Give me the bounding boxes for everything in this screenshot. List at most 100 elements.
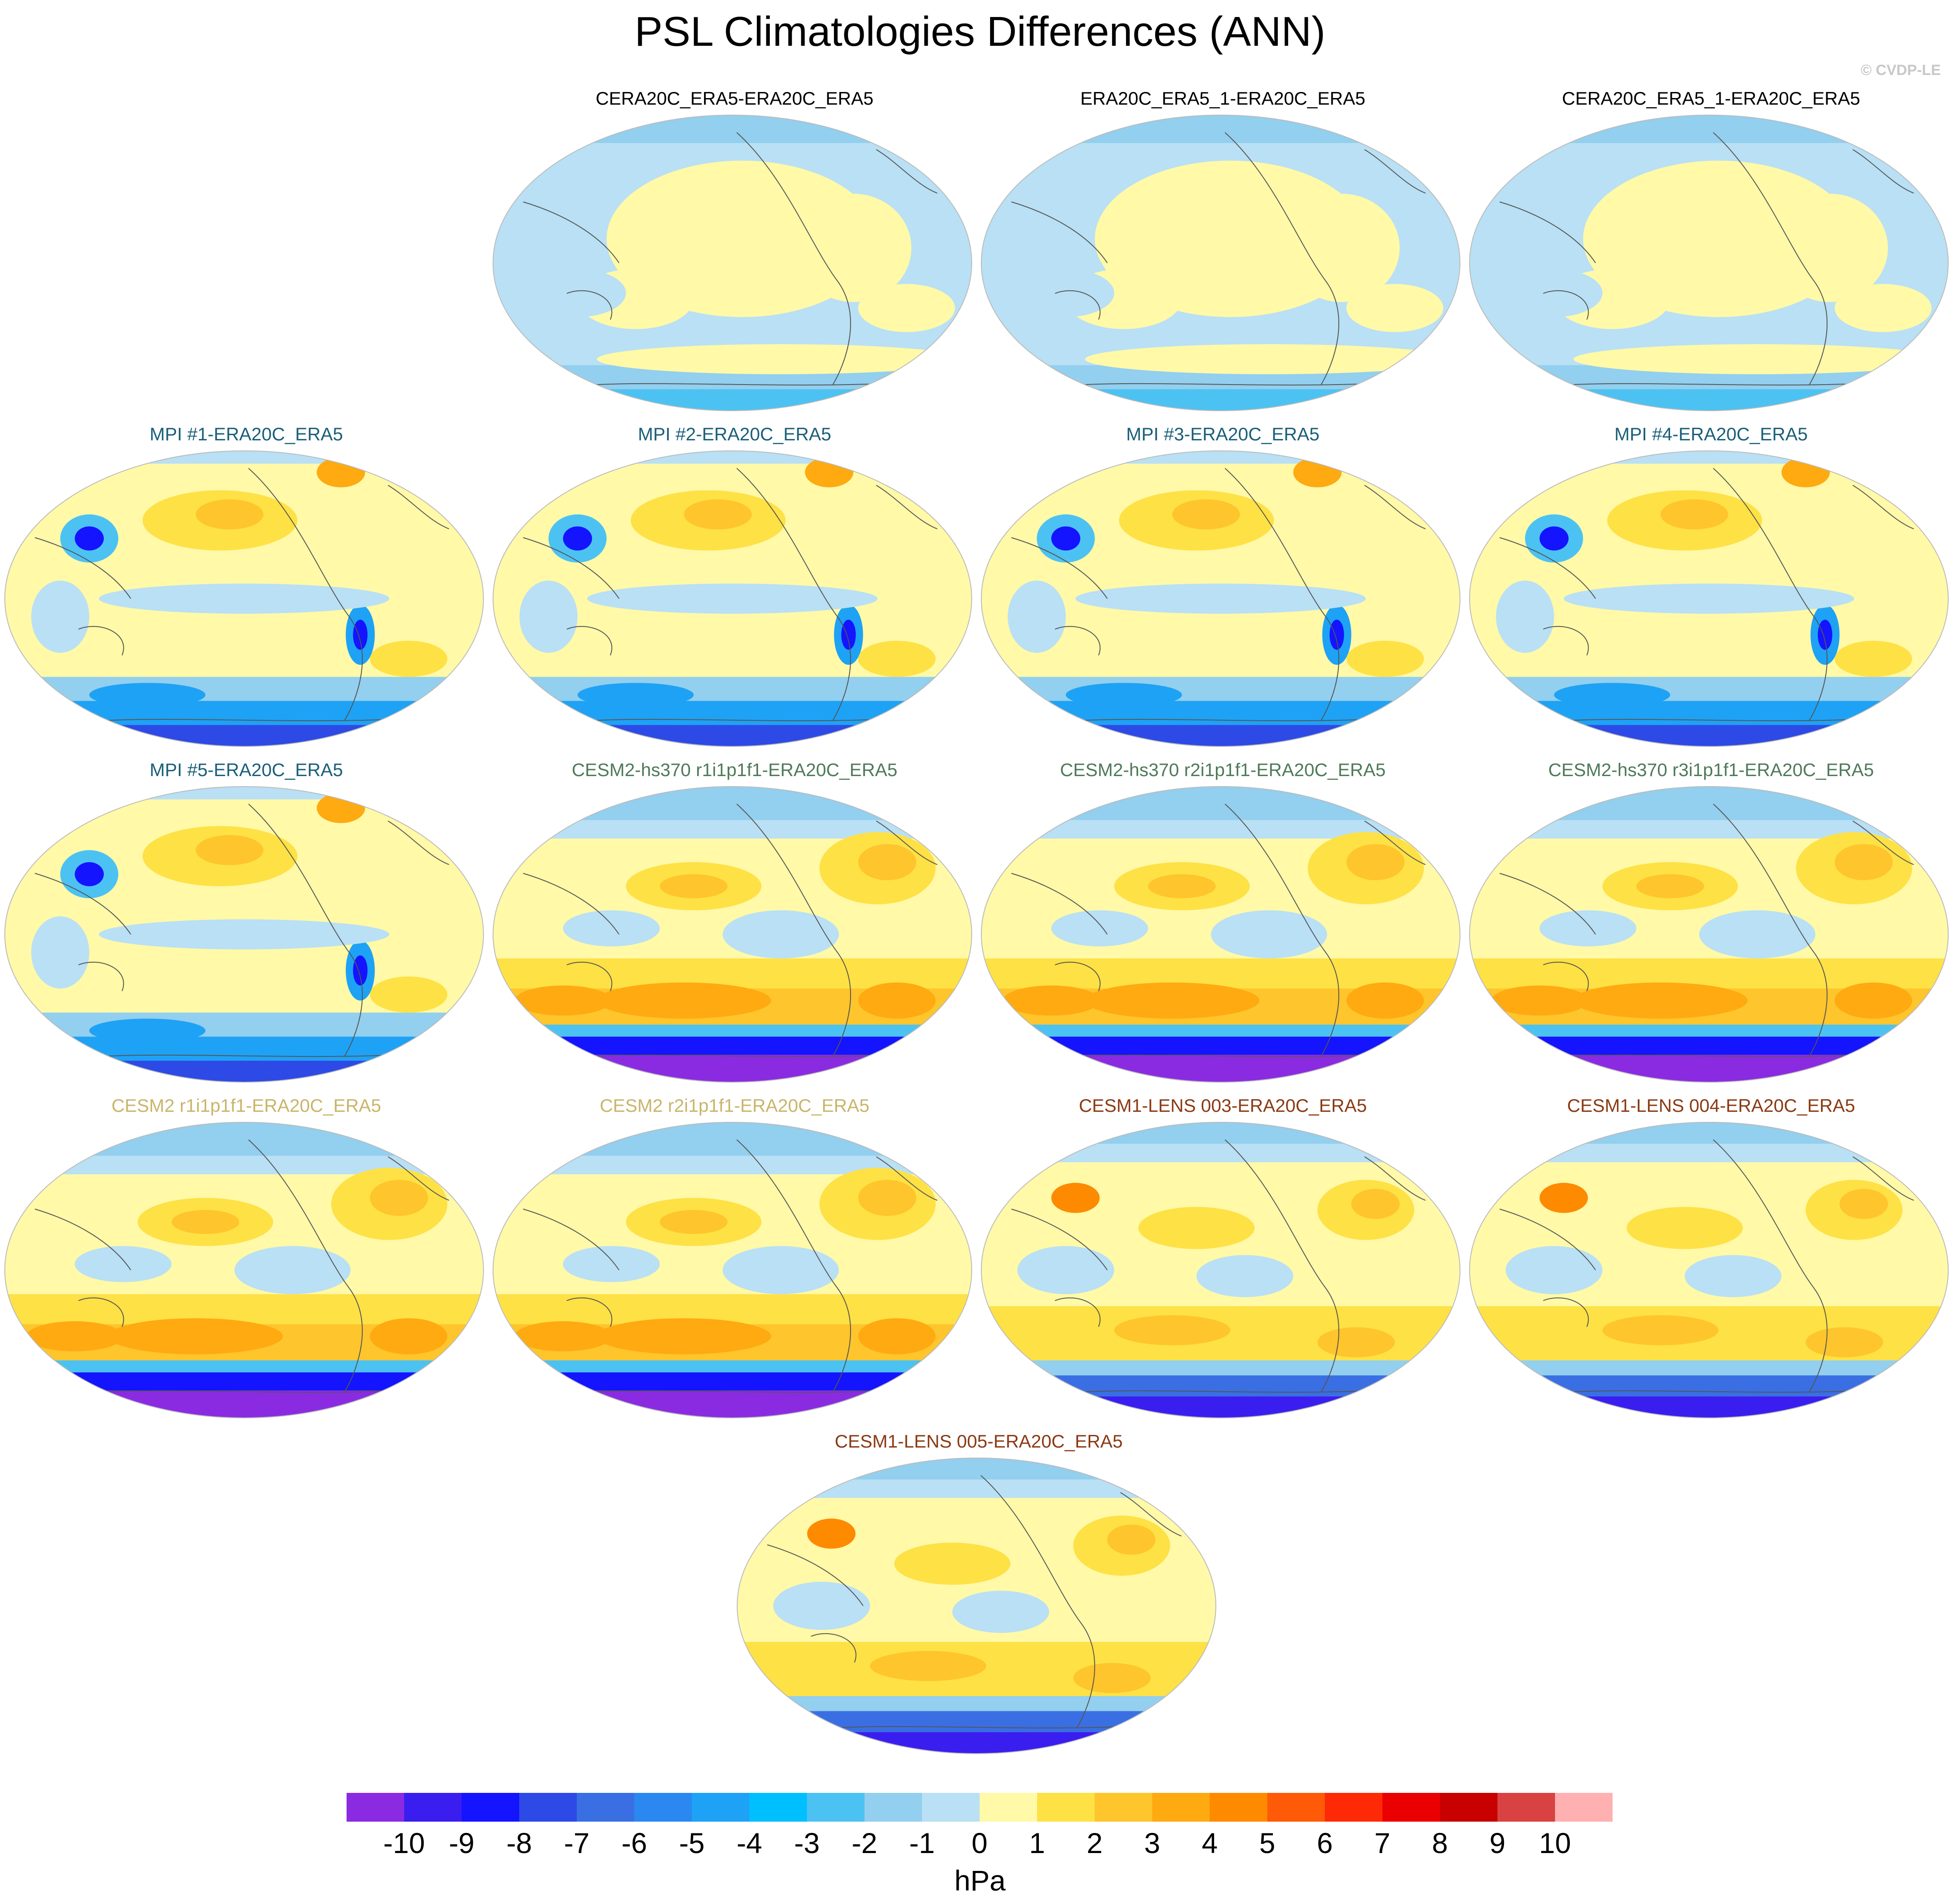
field-anomaly [795,194,912,302]
field-anomaly [1573,344,1941,375]
field-anomaly [684,499,752,530]
field-band [1470,1025,1948,1037]
field-band [493,1122,972,1156]
colorbar-label: 1 [1029,1827,1045,1859]
map-outline [4,450,484,747]
coastline [767,1475,1182,1731]
coastline [34,468,449,723]
coastline [523,804,938,1059]
map-outline [737,1458,1216,1754]
map-plot [493,115,972,411]
map-outline [981,450,1460,747]
colorbar-swatch [980,1793,1037,1822]
field-band [5,1360,483,1373]
field-band [493,677,972,702]
coastline [1011,468,1426,723]
field-anomaly [858,1180,916,1216]
field-band [1470,787,1948,821]
field-anomaly [234,1246,351,1295]
field-anomaly [1834,640,1912,677]
map-plot [981,786,1460,1083]
field-anomaly [316,793,365,823]
field-anomaly [722,910,839,959]
field-anomaly [1085,982,1259,1019]
colorbar-label: -10 [383,1827,425,1859]
field-anomaly [1051,910,1148,947]
field-band [493,1390,972,1418]
coastline [523,468,938,723]
field-anomaly [370,1318,448,1355]
coastline [34,804,449,1059]
coastline [34,1139,449,1395]
field-band [737,1732,1216,1754]
field-anomaly [171,1210,239,1234]
field-anomaly [1539,1182,1588,1213]
field-anomaly [519,580,578,653]
map-panel: CESM1-LENS 005-ERA20C_ERA5 [735,1428,1223,1760]
map-plot [737,1458,1216,1754]
field-anomaly [858,982,936,1019]
panel-title: CERA20C_ERA5_1-ERA20C_ERA5 [1562,88,1860,109]
map-plot [1469,786,1949,1083]
field-anomaly [1317,1327,1395,1358]
map-outline [981,1122,1460,1418]
field-band [1470,1396,1948,1418]
field-anomaly [841,620,856,650]
colorbar-swatch [1440,1793,1497,1822]
field-anomaly [514,1321,612,1352]
colorbar-label: 3 [1144,1827,1160,1859]
field-anomaly [577,683,694,707]
field-anomaly [660,874,728,899]
field-anomaly [529,269,626,317]
colorbar-swatch [577,1793,634,1822]
field-anomaly [353,955,368,986]
coastline [1499,468,1914,723]
map-panel: MPI #3-ERA20C_ERA5 [979,421,1467,753]
field-band [981,1055,1460,1082]
field-anomaly [1573,982,1748,1019]
field-anomaly [1148,874,1216,899]
field-anomaly [89,1019,206,1043]
field-band [1470,115,1948,143]
field-anomaly [952,1591,1049,1633]
map-outline [981,115,1460,411]
field-anomaly [196,499,264,530]
coastline [523,1139,938,1395]
field-anomaly [1351,1189,1400,1219]
field-band [981,1360,1460,1376]
field-anomaly [894,1543,1011,1585]
field-anomaly [1073,1663,1151,1693]
field-anomaly [858,844,916,880]
map-plot [981,1122,1460,1418]
field-anomaly [597,1318,771,1355]
field-anomaly [89,683,206,707]
colorbar-swatch [1267,1793,1325,1822]
map-plot [1469,1122,1949,1418]
field-band [5,1390,483,1418]
field-anomaly [1806,1327,1883,1358]
field-band [5,1036,483,1061]
field-anomaly [1346,844,1405,880]
map-panel: MPI #2-ERA20C_ERA5 [490,421,979,753]
field-band [981,677,1460,702]
field-anomaly [31,916,89,989]
map-plot [1469,450,1949,747]
field-anomaly [1329,620,1344,650]
field-anomaly [858,284,955,332]
colorbar-label: 4 [1201,1827,1218,1859]
colorbar-label: 9 [1489,1827,1506,1859]
field-band [1470,677,1948,702]
field-anomaly [870,1651,987,1681]
colorbar-swatch [347,1793,404,1822]
colorbar-swatch [1382,1793,1440,1822]
colorbar-label: 6 [1317,1827,1333,1859]
field-anomaly [1107,1524,1156,1555]
field-anomaly [1138,1207,1255,1249]
field-anomaly [1196,1255,1293,1298]
field-band [5,1122,483,1156]
colorbar-swatch [864,1793,922,1822]
colorbar [347,1793,1613,1822]
field-anomaly [370,976,448,1013]
map-panel: CESM2 r2i1p1f1-ERA20C_ERA5 [490,1093,979,1424]
panel-title: CESM2 r2i1p1f1-ERA20C_ERA5 [599,1095,870,1116]
